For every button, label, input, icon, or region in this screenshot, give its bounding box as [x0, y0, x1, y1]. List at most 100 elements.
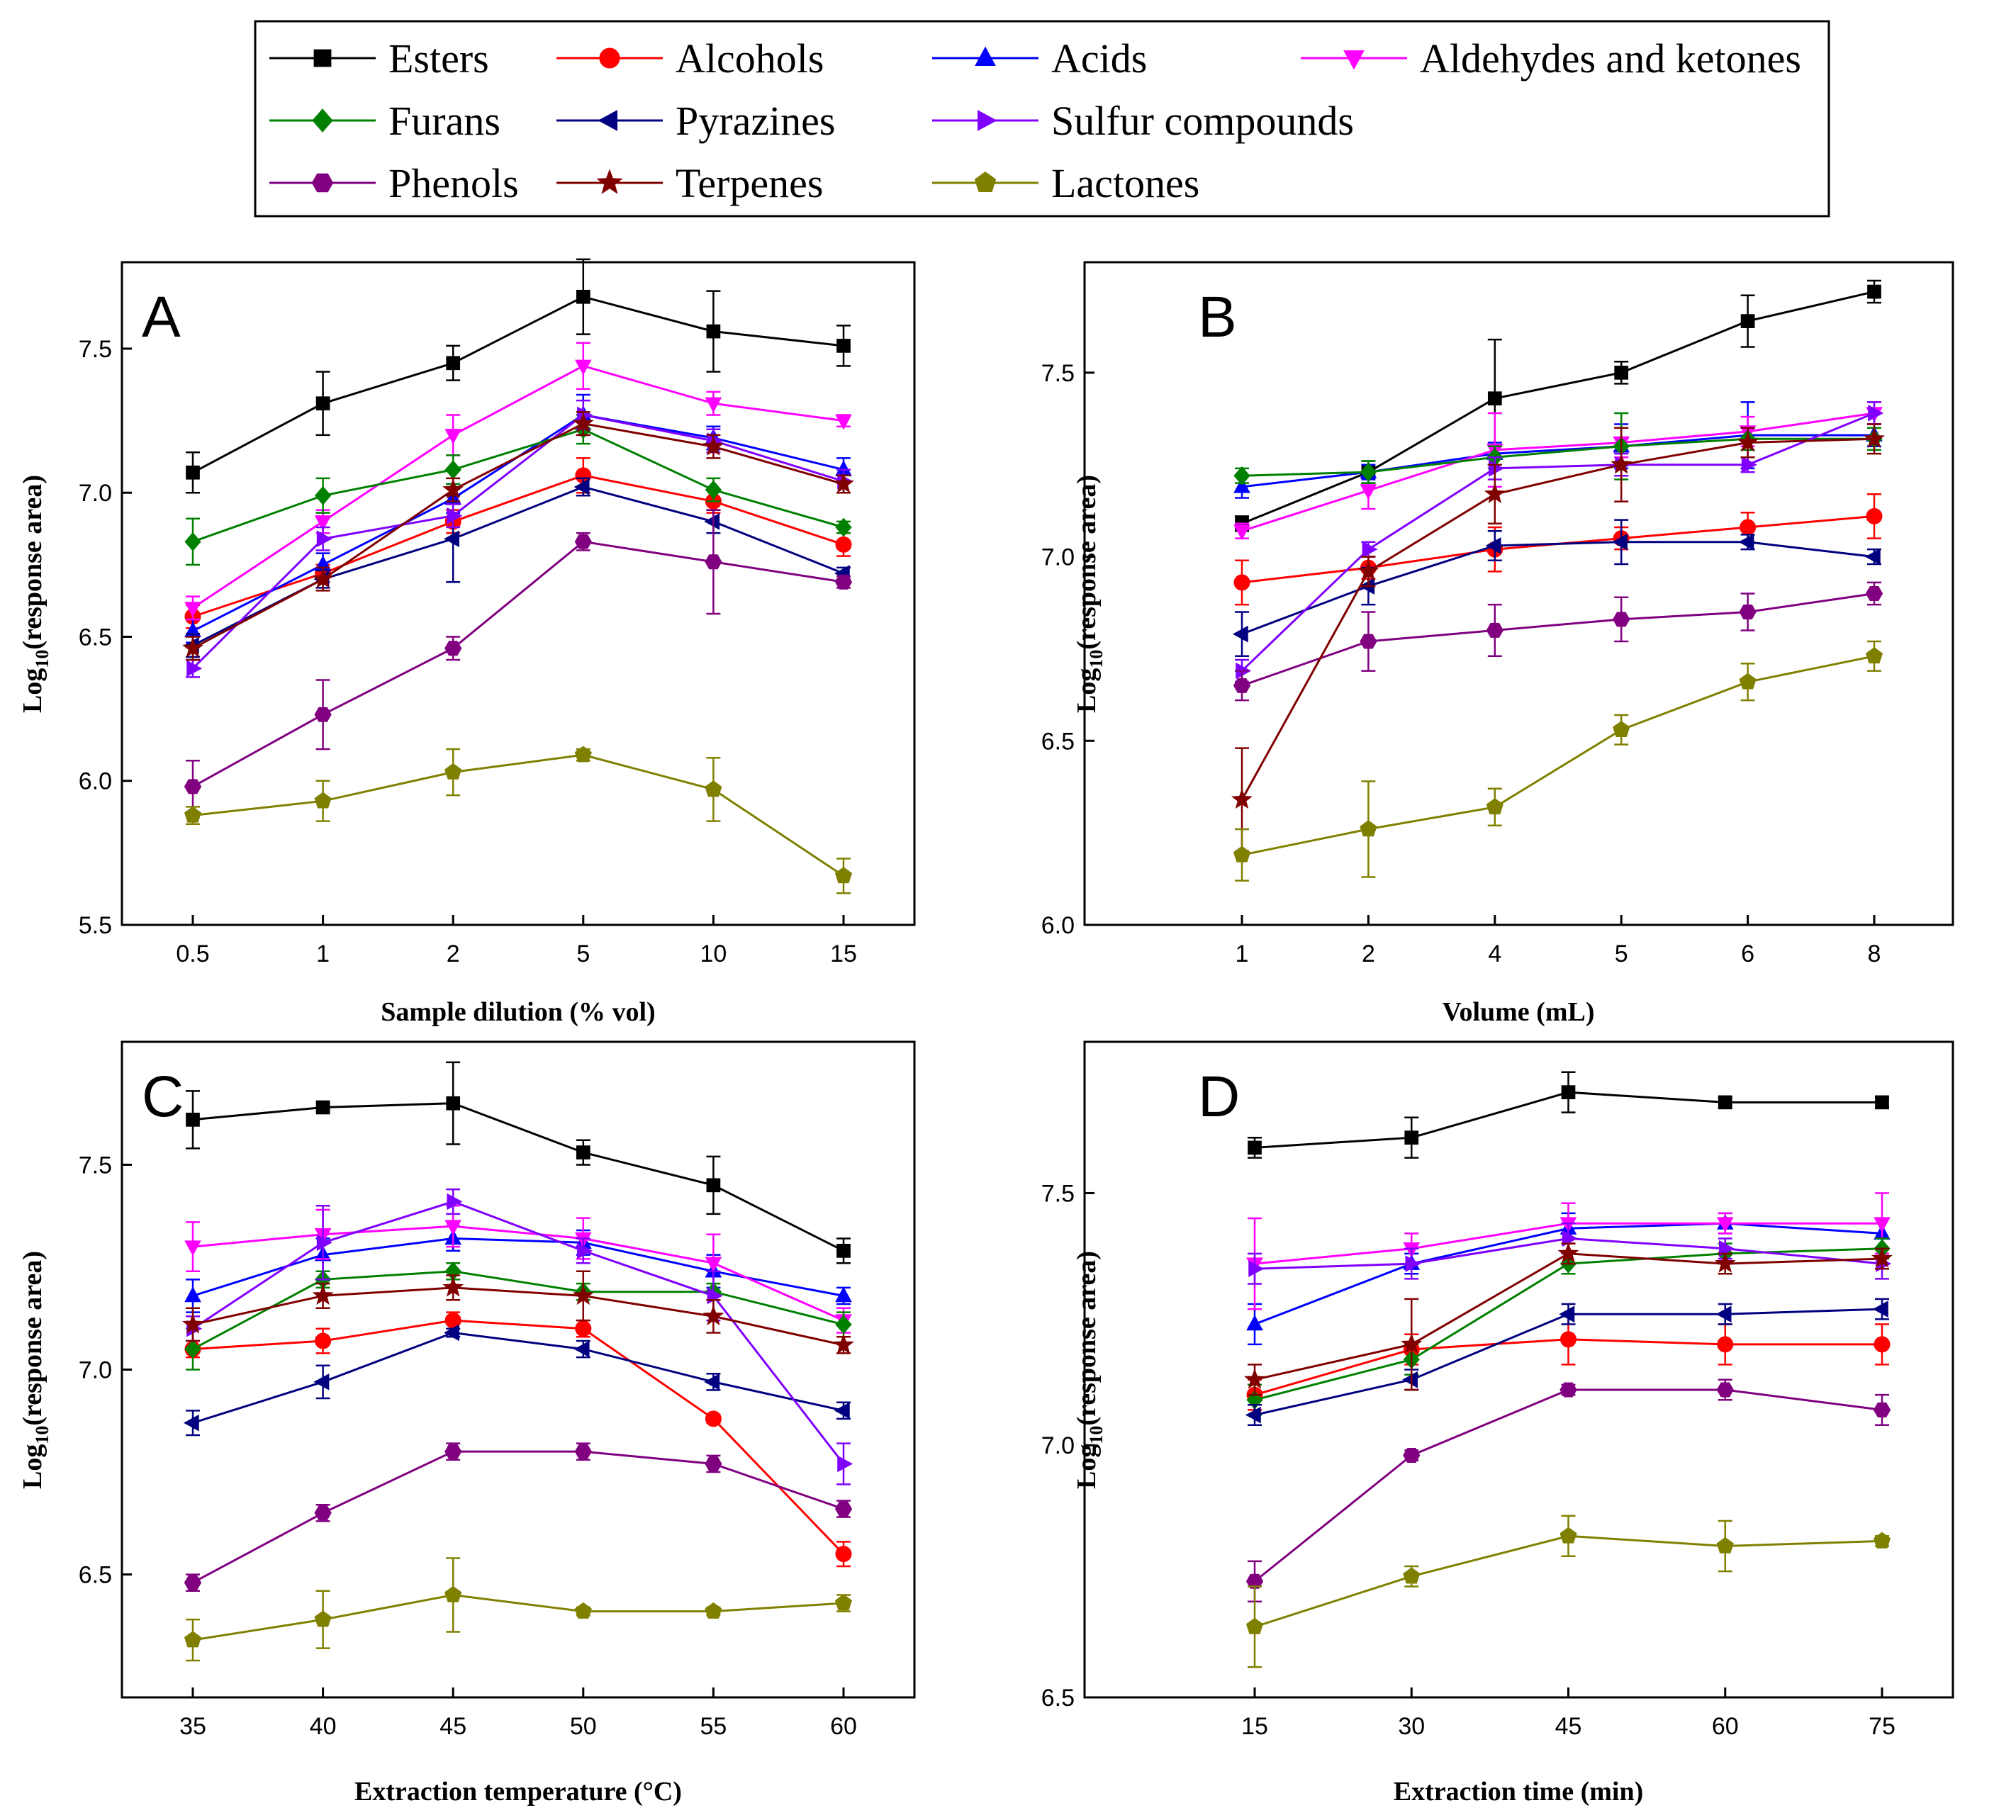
panel-d-xtick-label: 30 [1398, 1713, 1425, 1740]
panel-a-ytick-label: 5.5 [79, 912, 112, 939]
panel-b-series-esters-point [1487, 391, 1502, 406]
panel-d-ytick-label: 6.5 [1041, 1685, 1075, 1712]
panel-c-series-lactones-point [574, 1602, 592, 1619]
panel-b-series-lactones [1233, 640, 1883, 882]
panel-b-series-phenols-point [1360, 634, 1377, 649]
panel-c-series-sulfur-compounds [186, 1188, 853, 1485]
panel-c-series-esters-point [186, 1112, 200, 1127]
panel-b-series-phenols-point [1233, 678, 1251, 693]
panel-b-series-acids-point [1233, 477, 1250, 493]
panel-c-series-pyrazines-point [444, 1324, 459, 1342]
panel-a-xtick-label: 5 [576, 940, 590, 967]
panel-d: D Extraction time (min) Log10(response a… [1041, 1040, 1954, 1807]
panel-b-ytick-label: 7.5 [1041, 360, 1075, 387]
panel-b-series-lactones-point [1360, 820, 1377, 837]
panel-d-xlabel: Extraction time (min) [1394, 1777, 1643, 1807]
panel-a-xlabel: Sample dilution (% vol) [381, 997, 655, 1027]
panel-c-ylabel: Log10(response area) [18, 1251, 52, 1489]
panel-b-series-alcohols-point [1233, 574, 1250, 591]
panel-b-series-pyrazines-point [1612, 533, 1628, 551]
panel-c-series-sulfur-compounds-point [316, 1234, 332, 1252]
panel-c-series-lactones-point [444, 1585, 462, 1602]
panel-c-series-pyrazines-point [704, 1374, 720, 1391]
panel-a-series-furans-line [192, 428, 844, 543]
panel-a-ytick-label: 6.5 [79, 624, 112, 651]
panel-b-ytick-label: 6.0 [1041, 912, 1075, 939]
panel-b-series-phenols-point [1865, 586, 1883, 601]
panel-c-series-pyrazines-point [834, 1402, 850, 1420]
panel-a-series-aldehydes-and-ketones-point [314, 515, 332, 532]
panel-d-series-lactones-point [1559, 1527, 1577, 1544]
panel-d-series-terpenes-point [1714, 1252, 1736, 1273]
panel-c-xlabel: Extraction temperature (°C) [354, 1777, 682, 1807]
panel-c-series-phenols-point [705, 1456, 722, 1471]
panel-c-series-esters [186, 1061, 851, 1264]
legend-label-pyrazines: Pyrazines [676, 98, 836, 144]
panel-c-series-esters-point [446, 1096, 461, 1111]
panel-c-ytick-label: 7.0 [79, 1357, 112, 1384]
panel-a-series-furans-point [705, 480, 722, 500]
panel-b-series-pyrazines-point [1864, 548, 1881, 566]
panel-d-series-aldehydes-and-ketones-point [1716, 1217, 1734, 1233]
panel-a-series-pyrazines-point [444, 530, 459, 548]
panel-a-series-terpenes-point [702, 435, 724, 456]
panel-a-xtick-label: 1 [316, 940, 330, 967]
panel-c-series-aldehydes-and-ketones-point [184, 1240, 201, 1257]
panel-b-series-alcohols-point [1866, 507, 1883, 524]
panel-b-series-lactones-point [1486, 798, 1503, 815]
panel-c-letter: C [142, 1065, 184, 1129]
panel-d-ytick-label: 7.0 [1041, 1432, 1075, 1459]
panel-a-plot-area: 5.5 6.0 6.5 7.0 7.5 0.5 1 2 5 10 15 [79, 258, 857, 967]
panel-d-series-aldehydes-and-ketones-point [1874, 1217, 1891, 1233]
panel-c-series-acids-point [184, 1286, 201, 1303]
legend-box [254, 20, 1830, 218]
panel-c-xtick-label: 50 [570, 1713, 597, 1740]
panel-b-series-terpenes-point [1611, 453, 1633, 474]
panel-d-series-sulfur-compounds-point [1405, 1255, 1421, 1272]
panel-c-series-alcohols-line [192, 1319, 845, 1555]
panel-d-plot-area: 6.5 7.0 7.5 15 30 45 60 75 [1041, 1071, 1895, 1740]
legend-marker-sulfur-compounds [978, 110, 997, 131]
panel-c-series-alcohols-point [315, 1332, 332, 1349]
panel-b-series-terpenes-line [1241, 437, 1875, 801]
panel-c-series-furans [184, 1262, 852, 1371]
panel-c-series-esters-point [836, 1243, 851, 1258]
panel-c-series-phenols-point [834, 1501, 853, 1517]
panel-a: A Sample dilution (% vol) Log10(response… [18, 258, 916, 1027]
panel-d-series-pyrazines-point [1559, 1305, 1575, 1323]
panel-a-series-aldehydes-and-ketones-point [835, 414, 852, 430]
panel-a-series-esters-point [576, 289, 590, 304]
panel-a-series-pyrazines-point [573, 478, 590, 495]
panel-a-ytick-label: 6.0 [79, 768, 112, 795]
panel-b-series-aldehydes-and-ketones-point [1233, 524, 1250, 541]
panel-d-xtick-label: 15 [1241, 1713, 1268, 1740]
panel-a-frame [121, 261, 916, 926]
panel-c-series-acids-point [835, 1286, 852, 1303]
panel-a-series-lactones-point [705, 780, 722, 797]
panel-c-series-lactones-line [192, 1593, 844, 1641]
panel-b-xtick-label: 2 [1362, 940, 1375, 967]
panel-b-series-phenols-point [1486, 622, 1503, 638]
panel-a-series-esters-line [192, 296, 844, 474]
panel-d-series-esters-point [1718, 1095, 1732, 1110]
panel-c-series-terpenes-point [442, 1276, 464, 1297]
panel-c-series-phenols-point [444, 1444, 462, 1459]
panel-a-series-aldehydes-and-ketones-point [444, 429, 462, 445]
panel-c-series-acids-line [192, 1237, 844, 1297]
panel-b-ytick-label: 6.5 [1041, 728, 1075, 755]
legend-marker-terpenes [596, 169, 623, 194]
panel-a-series-terpenes-point [442, 478, 464, 499]
panel-b-series-phenols-point [1613, 612, 1630, 627]
panel-c-series-pyrazines-point [573, 1340, 590, 1358]
panel-a-series-sulfur-compounds-line [191, 413, 844, 670]
panel-d-series-sulfur-compounds-point [1562, 1230, 1578, 1247]
panel-a-series-esters-point [706, 324, 721, 339]
panel-d-series-terpenes [1244, 1242, 1893, 1396]
panel-d-series-phenols-point [1716, 1382, 1734, 1398]
panel-b-series-aldehydes-and-ketones-point [1360, 484, 1377, 500]
panel-a-series-lactones-point [184, 806, 202, 823]
panel-b-series-furans-line [1241, 437, 1874, 477]
panel-b-series-pyrazines-point [1738, 533, 1754, 551]
